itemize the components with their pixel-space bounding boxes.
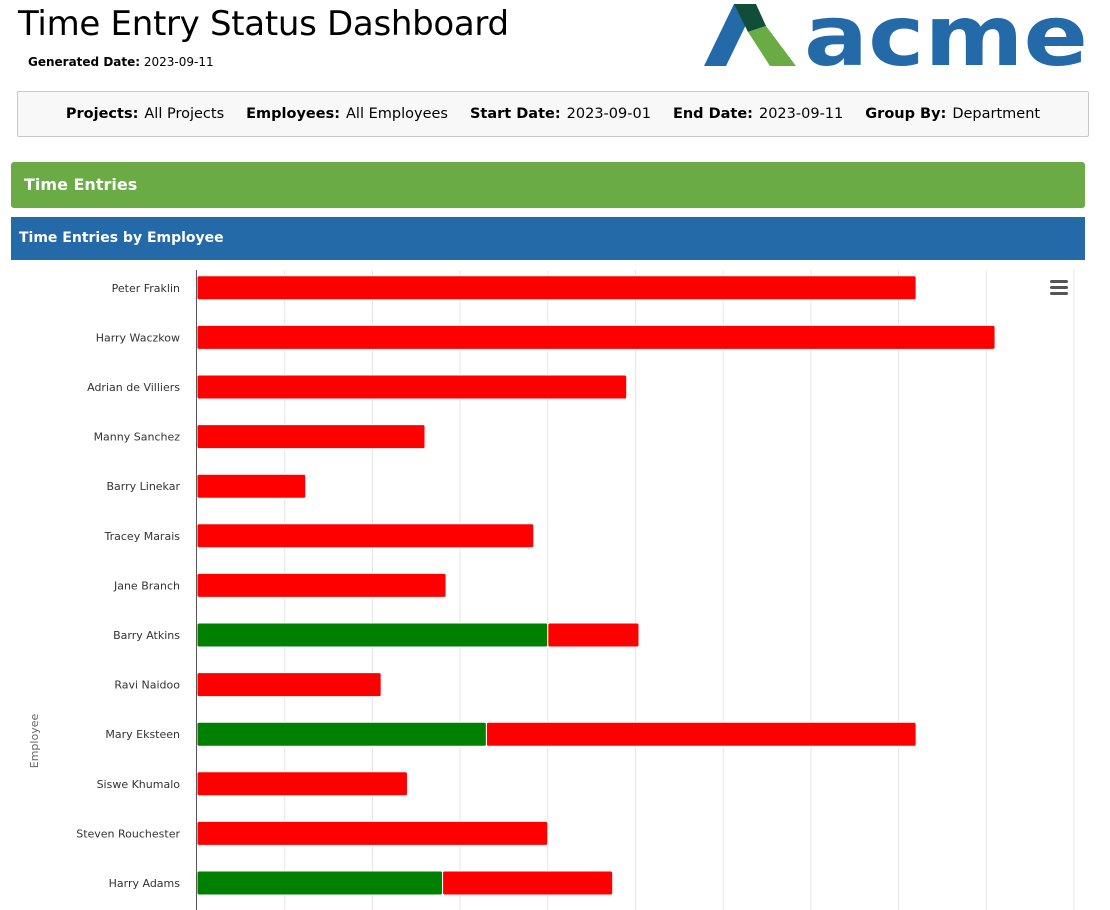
bar-segment[interactable]	[196, 820, 549, 846]
y-tick-label: Harry Adams	[109, 877, 181, 890]
logo-mark-green	[748, 26, 796, 66]
bar-segment[interactable]	[196, 622, 549, 648]
acme-logo: acme	[704, 2, 1088, 68]
y-tick-label: Peter Fraklin	[112, 282, 180, 295]
filter-label: Start Date:	[469, 106, 561, 122]
bar-segment[interactable]	[196, 523, 535, 549]
filter-employees[interactable]: Employees: All Employees	[246, 106, 448, 122]
filter-value: Department	[952, 106, 1041, 122]
bar-segment[interactable]	[196, 473, 307, 499]
filter-projects[interactable]: Projects: All Projects	[66, 106, 224, 122]
bar-segment[interactable]	[485, 721, 917, 747]
filter-end-date[interactable]: End Date: 2023-09-11	[673, 106, 843, 122]
y-tick-label: Ravi Naidoo	[114, 679, 180, 692]
filter-label: Employees:	[246, 106, 341, 122]
bar-segment[interactable]	[442, 870, 614, 896]
filter-start-date[interactable]: Start Date: 2023-09-01	[470, 106, 651, 122]
section-time-entries-by-employee[interactable]: Time Entries by Employee	[11, 217, 1085, 260]
generated-date-label: Generated Date:	[28, 55, 141, 69]
bar-segment[interactable]	[196, 870, 444, 896]
filter-label: Projects:	[65, 106, 139, 122]
bar-segment[interactable]	[196, 771, 408, 797]
bar-segment[interactable]	[196, 275, 917, 301]
bar-segment[interactable]	[196, 672, 382, 698]
logo-text: acme	[804, 2, 1088, 68]
time-entries-chart: Peter Fraklin Harry Waczkow Adrian de Vill…	[28, 270, 1075, 910]
y-tick-label: Barry Atkins	[113, 629, 180, 642]
section-time-entries[interactable]: Time Entries	[11, 162, 1085, 208]
bar-segment[interactable]	[196, 324, 996, 350]
bar-segment[interactable]	[196, 721, 487, 747]
y-tick-label: Jane Branch	[113, 579, 180, 592]
y-tick-label: Siswe Khumalo	[97, 778, 181, 791]
bar-segment[interactable]	[196, 572, 447, 598]
filter-bar: Projects: All Projects Employees: All Empl…	[17, 91, 1089, 137]
y-tick-label: Barry Linekar	[106, 480, 180, 493]
bar-segment[interactable]	[196, 424, 426, 450]
y-tick-label: Manny Sanchez	[94, 431, 181, 444]
chart-menu-icon[interactable]	[1046, 276, 1072, 298]
bar-segment[interactable]	[196, 374, 628, 400]
y-tick-label: Steven Rouchester	[76, 827, 180, 840]
y-tick-label: Mary Eksteen	[105, 728, 180, 741]
y-tick-label: Harry Waczkow	[96, 331, 180, 344]
filter-group-by[interactable]: Group By: Department	[865, 106, 1040, 122]
filter-label: Group By:	[865, 106, 947, 122]
y-axis-label: Employee	[28, 714, 41, 769]
y-tick-label: Tracey Marais	[104, 530, 181, 543]
logo-mark-dark	[734, 4, 766, 32]
generated-date-value: 2023-09-11	[143, 55, 214, 69]
y-tick-label: Adrian de Villiers	[87, 381, 180, 394]
filter-label: End Date:	[672, 106, 753, 122]
bar-segment[interactable]	[547, 622, 640, 648]
generated-date: Generated Date: 2023-09-11	[28, 55, 214, 69]
filter-value: 2023-09-11	[758, 106, 844, 122]
filter-value: All Employees	[346, 106, 448, 122]
filter-value: All Projects	[144, 106, 225, 122]
page-title: Time Entry Status Dashboard	[18, 4, 509, 44]
filter-value: 2023-09-01	[566, 106, 651, 122]
